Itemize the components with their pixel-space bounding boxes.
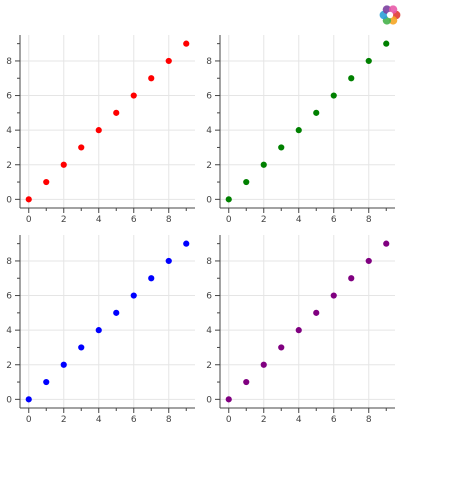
- plot-top-left[interactable]: 0 2 4 6 8 0 2 4 6 8: [0, 30, 200, 230]
- scatter-chart: 0 2 4 6 8 0 2 4 6 8: [206, 235, 395, 425]
- data-point[interactable]: [130, 292, 137, 299]
- y-tick-label: 6: [6, 292, 12, 302]
- logo-petal: [388, 16, 398, 25]
- x-tick-label: 0: [226, 215, 232, 225]
- data-point[interactable]: [43, 178, 50, 186]
- data-point[interactable]: [225, 396, 232, 403]
- data-point[interactable]: [43, 378, 50, 386]
- y-tick-label: 6: [206, 292, 212, 302]
- bokeh-logo[interactable]: [377, 2, 403, 28]
- scatter-chart: 0 2 4 6 8 0 2 4 6 8: [206, 35, 395, 225]
- y-tick-label: 8: [206, 57, 212, 67]
- data-point[interactable]: [165, 257, 172, 265]
- x-tick-label: 4: [96, 215, 102, 225]
- data-point[interactable]: [148, 75, 155, 82]
- data-point[interactable]: [78, 344, 85, 351]
- data-point[interactable]: [383, 240, 390, 247]
- y-tick-label: 2: [206, 361, 212, 371]
- data-point[interactable]: [60, 161, 67, 168]
- y-tick-label: 0: [206, 195, 212, 205]
- x-tick-label: 8: [166, 215, 172, 225]
- x-tick-label: 8: [366, 415, 372, 425]
- data-point[interactable]: [348, 275, 355, 282]
- y-tick-label: 0: [6, 195, 12, 205]
- x-tick-label: 4: [296, 215, 302, 225]
- data-point[interactable]: [278, 344, 285, 351]
- scatter-chart: 0 2 4 6 8 0 2 4 6 8: [6, 35, 195, 225]
- y-tick-label: 4: [206, 326, 212, 336]
- y-tick-label: 2: [6, 361, 12, 371]
- y-tick-label: 0: [206, 395, 212, 405]
- y-tick-label: 4: [6, 126, 12, 136]
- data-point[interactable]: [330, 292, 337, 299]
- data-point[interactable]: [348, 75, 355, 82]
- data-point[interactable]: [183, 40, 190, 47]
- x-tick-label: 8: [166, 415, 172, 425]
- y-tick-label: 4: [206, 126, 212, 136]
- y-tick-label: 8: [206, 257, 212, 267]
- data-point[interactable]: [295, 127, 302, 134]
- x-tick-label: 2: [61, 215, 67, 225]
- y-tick-label: 2: [6, 161, 12, 171]
- data-point[interactable]: [113, 109, 120, 116]
- y-tick-label: 4: [6, 326, 12, 336]
- data-point[interactable]: [183, 240, 190, 247]
- data-point[interactable]: [148, 275, 155, 282]
- x-tick-label: 6: [131, 415, 137, 425]
- data-point[interactable]: [25, 396, 32, 403]
- data-point[interactable]: [165, 57, 172, 65]
- data-point[interactable]: [130, 92, 137, 99]
- y-tick-label: 0: [6, 395, 12, 405]
- y-tick-label: 6: [6, 92, 12, 102]
- x-tick-label: 6: [331, 215, 337, 225]
- data-point[interactable]: [313, 309, 320, 316]
- plot-bottom-right[interactable]: 0 2 4 6 8 0 2 4 6 8: [200, 230, 400, 430]
- plot-bottom-left[interactable]: 0 2 4 6 8 0 2 4 6 8: [0, 230, 200, 430]
- data-point[interactable]: [330, 92, 337, 99]
- data-point[interactable]: [243, 378, 250, 386]
- x-tick-label: 0: [226, 415, 232, 425]
- y-tick-label: 2: [206, 161, 212, 171]
- data-point[interactable]: [95, 327, 102, 334]
- x-tick-label: 2: [261, 215, 267, 225]
- y-tick-label: 6: [206, 92, 212, 102]
- logo-petal: [382, 5, 392, 14]
- data-point[interactable]: [113, 309, 120, 316]
- data-point[interactable]: [295, 327, 302, 334]
- x-tick-label: 8: [366, 215, 372, 225]
- x-tick-label: 2: [261, 415, 267, 425]
- x-tick-label: 6: [131, 215, 137, 225]
- y-tick-label: 8: [6, 257, 12, 267]
- x-tick-label: 2: [61, 415, 67, 425]
- data-point[interactable]: [25, 196, 32, 203]
- scatter-chart: 0 2 4 6 8 0 2 4 6 8: [6, 235, 195, 425]
- data-point[interactable]: [78, 144, 85, 151]
- plot-top-right[interactable]: 0 2 4 6 8 0 2 4 6 8: [200, 30, 400, 230]
- data-point[interactable]: [225, 196, 232, 203]
- data-point[interactable]: [383, 40, 390, 47]
- data-point[interactable]: [60, 361, 67, 368]
- x-tick-label: 6: [331, 415, 337, 425]
- x-tick-label: 4: [296, 415, 302, 425]
- x-tick-label: 0: [26, 215, 32, 225]
- y-tick-label: 8: [6, 57, 12, 67]
- bokeh-logo-icon: [379, 5, 401, 25]
- data-point[interactable]: [243, 178, 250, 186]
- data-point[interactable]: [278, 144, 285, 151]
- logo-petal: [388, 5, 398, 14]
- x-tick-label: 4: [96, 415, 102, 425]
- data-point[interactable]: [365, 57, 372, 65]
- data-point[interactable]: [260, 161, 267, 168]
- logo-center: [386, 11, 394, 19]
- data-point[interactable]: [313, 109, 320, 116]
- data-point[interactable]: [95, 127, 102, 134]
- data-point[interactable]: [365, 257, 372, 265]
- x-tick-label: 0: [26, 415, 32, 425]
- data-point[interactable]: [260, 361, 267, 368]
